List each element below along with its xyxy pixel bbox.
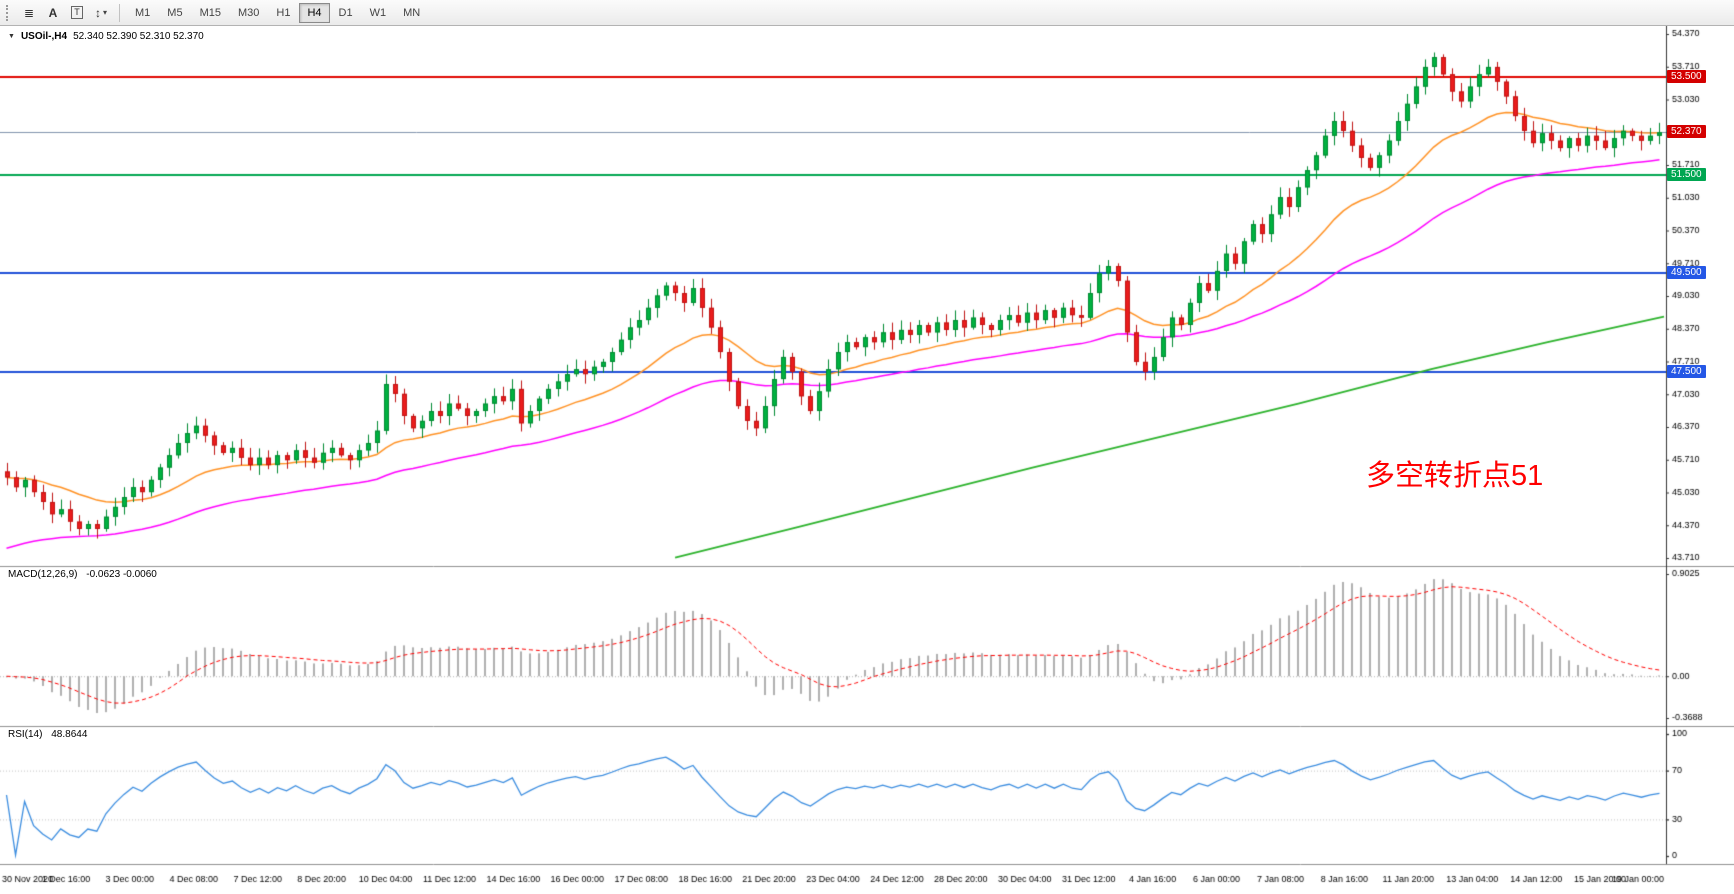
timeframe-h4-button[interactable]: H4 [299,2,330,23]
chart-area: ▼ USOil-,H4 52.340 52.390 52.310 52.370 … [0,26,1734,894]
up-down-arrow-icon: ↕ [94,5,101,20]
symbol-label: USOil-,H4 [20,31,68,42]
macd-indicator-label: MACD(12,26,9) -0.0623 -0.0060 [8,569,157,580]
timeframe-w1-button[interactable]: W1 [362,3,395,23]
price-level-badge: 49.500 [1667,266,1706,280]
toolbar-grip[interactable] [6,4,11,21]
toolbar: ≣ A T ↕ ▾ M1 M5 M15 M30 H1 H4 D1 W1 MN [0,0,1734,26]
timeframe-h1-button[interactable]: H1 [268,3,298,23]
chart-symbol-header: ▼ USOil-,H4 52.340 52.390 52.310 52.370 [8,31,204,42]
arrow-tools-dropdown-button[interactable]: ↕ ▾ [90,3,112,23]
lines-icon: ≣ [23,5,35,20]
current-price-badge: 52.370 [1667,125,1706,139]
text-label-tool-button[interactable]: A [42,3,64,23]
timeframe-m30-button[interactable]: M30 [230,3,267,23]
ohlc-values: 52.340 52.390 52.310 52.370 [73,31,204,42]
rsi-indicator-label: RSI(14) 48.8644 [8,729,87,740]
collapse-triangle-icon[interactable]: ▼ [8,33,15,40]
price-level-badge: 47.500 [1667,364,1706,378]
price-chart-canvas[interactable] [0,26,1734,894]
text-tool-button[interactable]: T [66,3,88,23]
timeframe-button-group: M1 M5 M15 M30 H1 H4 D1 W1 MN [127,2,428,23]
rsi-name: RSI(14) [8,729,43,740]
timeframe-m5-button[interactable]: M5 [159,3,190,23]
chart-annotation-text: 多空转折点51 [1366,460,1544,492]
timeframe-m15-button[interactable]: M15 [192,3,229,23]
boxed-t-icon: T [71,6,83,19]
dropdown-caret-icon: ▾ [102,8,107,17]
macd-name: MACD(12,26,9) [8,569,78,580]
price-level-badge: 53.500 [1667,69,1706,83]
timeframe-mn-button[interactable]: MN [395,3,428,23]
price-level-badge: 51.500 [1667,168,1706,182]
macd-values: -0.0623 -0.0060 [86,569,157,580]
toolbar-separator [119,3,120,22]
rsi-value: 48.8644 [51,729,88,740]
timeframe-m1-button[interactable]: M1 [127,3,158,23]
letter-a-icon: A [48,5,58,20]
timeframe-d1-button[interactable]: D1 [331,3,361,23]
lines-tool-button[interactable]: ≣ [18,3,40,23]
